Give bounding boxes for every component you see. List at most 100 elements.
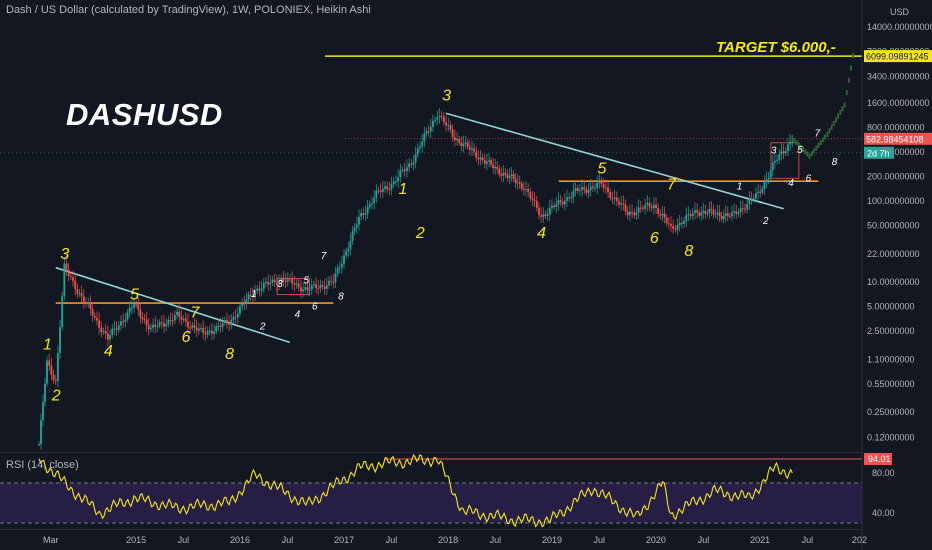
candle-body [414, 154, 417, 163]
candle-body [663, 213, 666, 218]
candle-body [289, 278, 291, 280]
candle-body [724, 213, 727, 216]
candle-body [454, 137, 456, 141]
candle-body [710, 208, 713, 210]
candle-body [735, 211, 738, 214]
candle-body [449, 125, 452, 130]
candle-body [249, 294, 252, 296]
candle-body [778, 154, 781, 160]
candle-body [594, 187, 596, 189]
candle-body [516, 182, 519, 184]
candle-body [542, 214, 545, 217]
candle-body [262, 283, 265, 289]
projection-candle [850, 65, 852, 71]
candle-body [113, 328, 116, 330]
candle-body [483, 160, 486, 164]
candle-body [130, 307, 133, 309]
candle-body [165, 324, 168, 327]
candle-body [358, 216, 360, 225]
projection-candle [817, 142, 820, 148]
candle-body [759, 191, 762, 193]
candle-body [773, 160, 776, 163]
candle-body [460, 142, 463, 147]
candle-body [373, 197, 376, 204]
candle-body [538, 207, 540, 216]
wave-labels-layer: 1 2 3 4 5 6 7 8 1 2 3 4 5 6 7 8 1 2 3 4 5 6 7 8 1 2 3 4 5 6 7 8 [43, 87, 838, 404]
candle-body [401, 169, 404, 171]
candle-body [661, 213, 664, 216]
candle-body [419, 146, 421, 149]
rsi-last-value: 94.01 [868, 454, 891, 464]
candle-body [91, 309, 94, 316]
candle-body [618, 201, 620, 205]
candle-body [522, 188, 525, 190]
x-tick-label: Jul [178, 535, 190, 545]
candle-body [540, 215, 543, 217]
projection-candle [826, 131, 829, 137]
candle-body [403, 169, 406, 171]
candle-body [678, 222, 681, 226]
x-tick-label: Mar [43, 535, 59, 545]
candle-body [767, 177, 770, 180]
wave-label: 5 [598, 161, 607, 178]
candle-body [481, 157, 484, 161]
candle-body [286, 278, 289, 282]
candle-body [479, 157, 482, 160]
candle-body [295, 283, 298, 285]
candle-body [89, 303, 92, 310]
candle-body [284, 280, 287, 282]
candle-body [782, 151, 785, 154]
projection-candle [841, 106, 844, 112]
candle-body [141, 317, 144, 320]
candle-body [109, 334, 111, 340]
candle-body [353, 227, 356, 232]
wave-label: 3 [771, 146, 777, 157]
candle-body [265, 281, 267, 284]
wave-box [770, 142, 800, 179]
candle-body [158, 322, 161, 326]
wave-label: 7 [190, 305, 200, 322]
rsi-pane [0, 453, 862, 528]
candle-body [581, 187, 583, 191]
projection-candle [852, 53, 855, 59]
candle-body [737, 212, 740, 214]
projection-candle [819, 140, 822, 146]
candle-body [223, 319, 226, 324]
candle-body [364, 213, 367, 215]
candle-body [412, 162, 415, 165]
candle-body [304, 287, 307, 290]
wave-label: 1 [43, 336, 52, 353]
candle-body [126, 312, 129, 320]
countdown-box [864, 146, 894, 159]
candle-body [65, 263, 68, 270]
candle-body [696, 210, 699, 213]
projection-candle [815, 145, 818, 151]
candle-body [317, 288, 320, 290]
candle-body [473, 148, 476, 152]
candle-body [48, 360, 51, 366]
candle-body [217, 325, 220, 327]
candle-body [609, 192, 612, 199]
axes-layer: 14000.000000007000.000000003400.00000000… [43, 0, 932, 550]
wave-label: 6 [182, 329, 191, 346]
projection-candle [793, 138, 796, 144]
y-tick-label: 400.00000000 [867, 147, 925, 157]
candle-body [520, 183, 523, 189]
axis-unit-label: USD [890, 7, 910, 17]
candle-body [338, 267, 341, 269]
x-tick-label: Jul [698, 535, 710, 545]
candle-body [386, 186, 389, 190]
candle-body [117, 325, 120, 330]
candle-body [349, 240, 352, 249]
candle-body [598, 180, 601, 183]
projection-candle [821, 137, 824, 143]
candle-body [438, 116, 441, 118]
candle-body [180, 316, 183, 320]
candle-body [397, 177, 400, 182]
candle-body [427, 131, 430, 133]
projection-candle [804, 149, 807, 155]
candle-body [741, 208, 744, 210]
candle-body [733, 211, 735, 213]
projection-candle [791, 135, 794, 141]
